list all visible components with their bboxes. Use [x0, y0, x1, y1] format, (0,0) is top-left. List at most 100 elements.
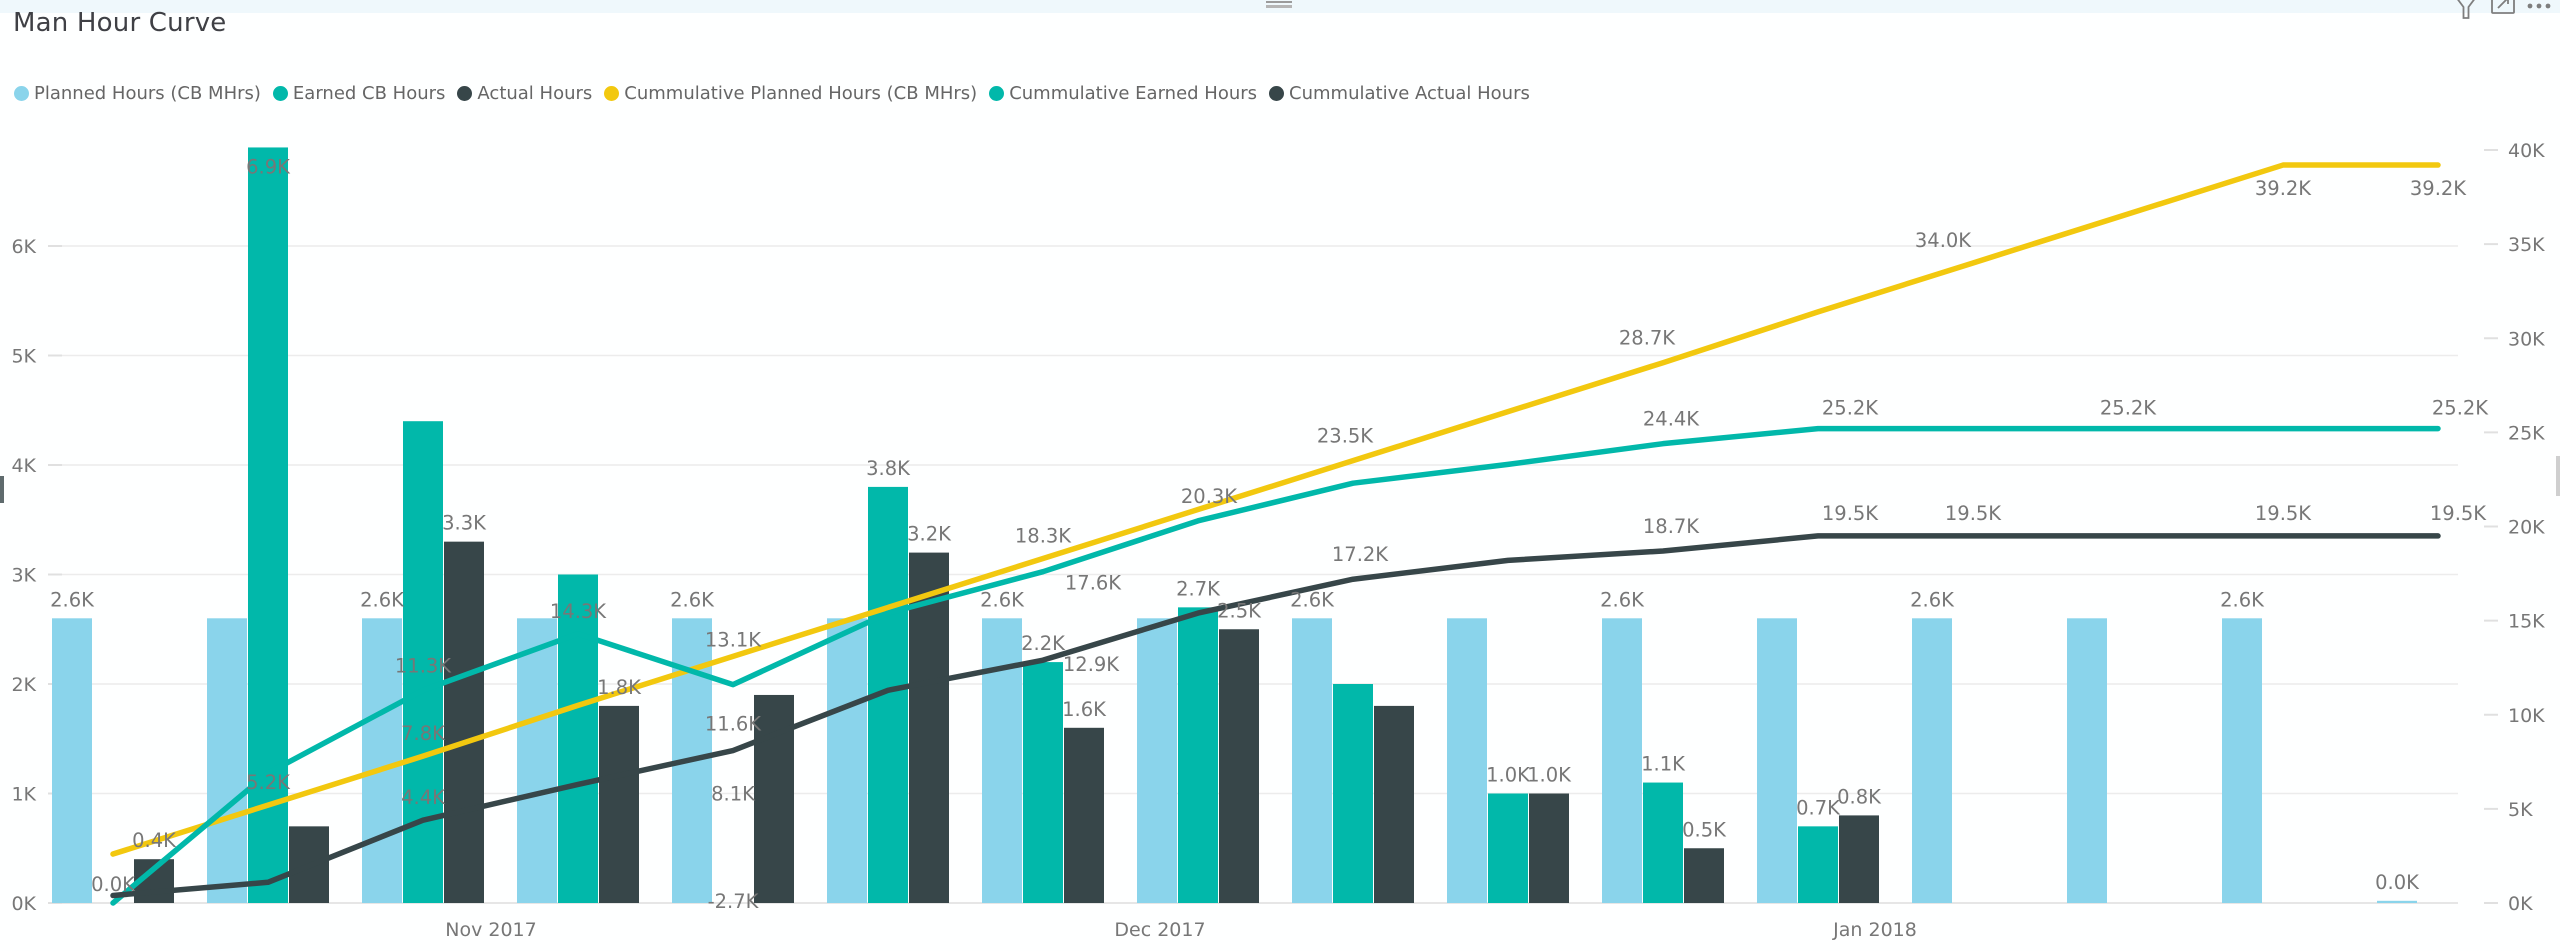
bar-earned-cb-hours[interactable]	[1798, 826, 1838, 903]
legend-item[interactable]: Planned Hours (CB MHrs)	[14, 83, 261, 104]
x-axis-month-label: Dec 2017	[1114, 919, 1205, 941]
line-data-label: 5.2K	[246, 771, 291, 794]
bar-actual-hours[interactable]	[909, 552, 949, 903]
bar-planned-hours-cb-mhrs-[interactable]	[2377, 900, 2417, 903]
legend-bullet-icon	[1269, 86, 1285, 101]
legend-bullet-icon	[989, 86, 1005, 101]
bar-actual-hours[interactable]	[444, 541, 484, 903]
line-data-label: 28.7K	[1619, 327, 1676, 350]
right-axis-tick-label: 15K	[2508, 611, 2545, 633]
bar-earned-cb-hours[interactable]	[1333, 684, 1373, 903]
line-data-label: 4.4K	[401, 786, 446, 809]
bar-actual-hours[interactable]	[1839, 815, 1879, 903]
bar-data-label: -2.7K	[708, 890, 760, 913]
bar-data-label: 2.5K	[1217, 599, 1262, 622]
bar-planned-hours-cb-mhrs-[interactable]	[982, 618, 1022, 903]
bar-data-label: 1.8K	[597, 676, 642, 699]
bar-planned-hours-cb-mhrs-[interactable]	[1602, 618, 1642, 903]
left-edge-mark	[0, 476, 4, 503]
line-data-label: 34.0K	[1915, 229, 1972, 252]
page-title: Man Hour Curve	[13, 8, 227, 38]
left-axis-tick-label: 3K	[11, 565, 36, 587]
filter-icon[interactable]	[2453, 0, 2479, 19]
bar-planned-hours-cb-mhrs-[interactable]	[827, 618, 867, 903]
bar-data-label: 0.0K	[2375, 871, 2420, 894]
bar-actual-hours[interactable]	[1529, 793, 1569, 904]
bar-data-label: 1.1K	[1641, 753, 1686, 776]
legend-bullet-icon	[604, 86, 620, 101]
bar-planned-hours-cb-mhrs-[interactable]	[1757, 618, 1797, 903]
line-data-label: 17.6K	[1065, 572, 1122, 595]
line-data-label: 12.9K	[1063, 653, 1120, 676]
right-axis-tick-label: 20K	[2508, 517, 2545, 539]
bar-data-label: 2.7K	[1176, 577, 1221, 600]
bar-earned-cb-hours[interactable]	[1643, 782, 1683, 903]
bar-actual-hours[interactable]	[1684, 848, 1724, 903]
bar-earned-cb-hours[interactable]	[1023, 662, 1063, 903]
line-data-label: 39.2K	[2255, 177, 2312, 200]
bar-data-label: 1.0K	[1486, 764, 1531, 787]
line-cummulative-planned-hours-cb-mhrs-[interactable]	[110, 162, 2441, 857]
drag-handle-icon[interactable]	[1266, 0, 1292, 9]
more-options-icon[interactable]	[2527, 3, 2551, 9]
bar-planned-hours-cb-mhrs-[interactable]	[517, 618, 557, 903]
bar-earned-cb-hours[interactable]	[1488, 793, 1528, 904]
bar-data-label: 1.6K	[1062, 698, 1107, 721]
bar-planned-hours-cb-mhrs-[interactable]	[1912, 618, 1952, 903]
line-cummulative-actual-hours[interactable]	[110, 533, 2441, 899]
bar-planned-hours-cb-mhrs-[interactable]	[362, 618, 402, 903]
legend-item[interactable]: Earned CB Hours	[272, 83, 446, 104]
bar-actual-hours[interactable]	[599, 705, 639, 903]
legend-bullet-icon	[457, 86, 473, 101]
legend: Planned Hours (CB MHrs) Earned CB Hours Ac…	[14, 83, 1530, 104]
legend-item[interactable]: Cummulative Planned Hours (CB MHrs)	[604, 83, 977, 104]
bar-planned-hours-cb-mhrs-[interactable]	[52, 618, 92, 903]
legend-item[interactable]: Cummulative Actual Hours	[1269, 83, 1530, 104]
bar-earned-cb-hours[interactable]	[558, 574, 598, 904]
legend-item[interactable]: Cummulative Earned Hours	[989, 83, 1257, 104]
bar-data-label: 2.6K	[670, 588, 715, 611]
bar-planned-hours-cb-mhrs-[interactable]	[1137, 618, 1177, 903]
bar-earned-cb-hours[interactable]	[248, 147, 288, 903]
bar-actual-hours[interactable]	[1064, 727, 1104, 903]
bar-data-label: 2.6K	[980, 588, 1025, 611]
right-axis-tick-label: 5K	[2508, 799, 2533, 821]
bar-actual-hours[interactable]	[1374, 705, 1414, 903]
bar-planned-hours-cb-mhrs-[interactable]	[207, 618, 247, 903]
legend-item[interactable]: Actual Hours	[457, 83, 592, 104]
line-data-label: 25.2K	[1822, 397, 1879, 420]
line-data-label: 19.5K	[2255, 502, 2312, 525]
line-data-label: 11.3K	[395, 654, 452, 677]
line-data-label: 13.1K	[705, 628, 762, 651]
x-axis-month-label: Nov 2017	[445, 919, 536, 941]
right-axis-tick-label: 25K	[2508, 422, 2545, 444]
visual-header-toolbar	[2453, 0, 2551, 19]
bar-earned-cb-hours[interactable]	[1178, 607, 1218, 903]
bar-planned-hours-cb-mhrs-[interactable]	[2067, 618, 2107, 903]
line-data-label: 18.3K	[1015, 525, 1072, 548]
line-data-label: 7.8K	[401, 722, 446, 745]
bar-planned-hours-cb-mhrs-[interactable]	[2222, 618, 2262, 903]
bar-planned-hours-cb-mhrs-[interactable]	[1292, 618, 1332, 903]
right-axis-tick-label: 0K	[2508, 893, 2533, 915]
line-data-label: 25.2K	[2100, 397, 2157, 420]
bar-actual-hours[interactable]	[1219, 629, 1259, 903]
bar-data-label: 0.8K	[1837, 785, 1882, 808]
bar-planned-hours-cb-mhrs-[interactable]	[1447, 618, 1487, 903]
drag-handle-bar	[1266, 0, 1292, 3]
line-data-label: 19.5K	[2430, 502, 2487, 525]
line-data-label: 23.5K	[1317, 425, 1374, 448]
bar-data-label: 3.8K	[866, 457, 911, 480]
legend-item-label: Earned CB Hours	[292, 83, 446, 104]
legend-item-label: Actual Hours	[477, 83, 593, 104]
scrollbar-sliver[interactable]	[2556, 456, 2560, 496]
focus-mode-icon[interactable]	[2491, 0, 2515, 14]
legend-item-label: Cummulative Actual Hours	[1289, 83, 1530, 104]
bar-data-label: 2.6K	[1600, 588, 1645, 611]
line-data-label: 11.6K	[705, 713, 762, 736]
line-cummulative-earned-hours[interactable]	[110, 425, 2441, 906]
bar-data-label: 6.9K	[246, 155, 291, 178]
bar-data-label: 2.6K	[50, 588, 95, 611]
